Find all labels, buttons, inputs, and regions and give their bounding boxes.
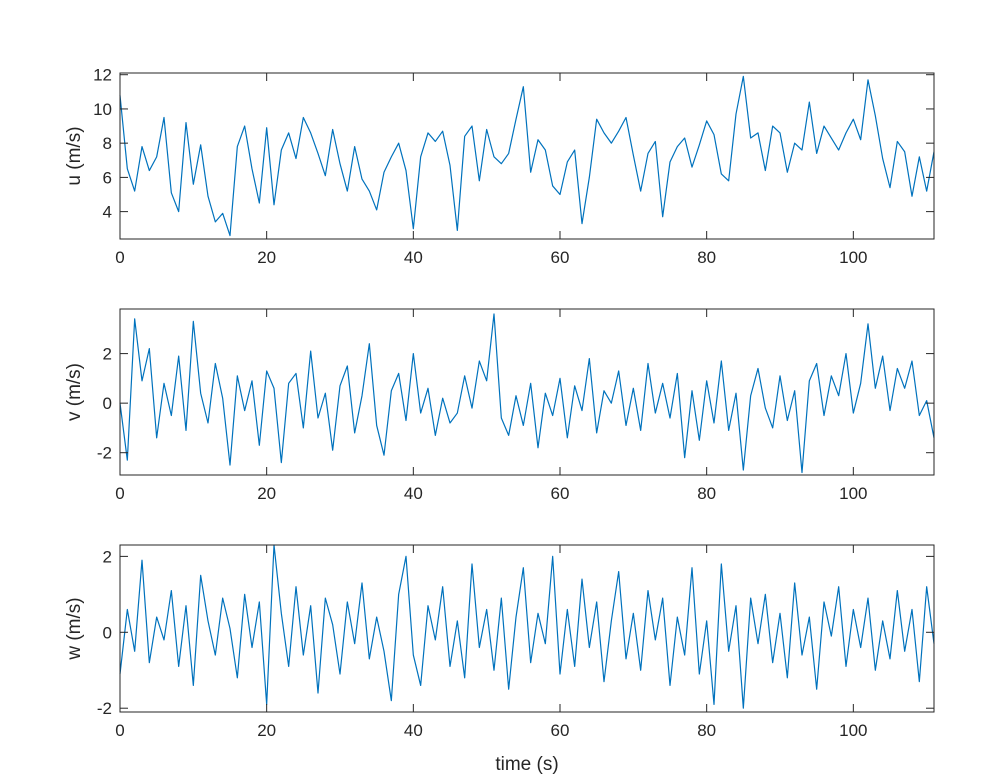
subplot-2: 0 20 40 60 80 100 -2 0 2 v (m/s) (64, 308, 935, 503)
y-tick-label: 8 (103, 134, 112, 153)
x-tick-label: 80 (697, 721, 716, 740)
x-tick-label: 60 (551, 721, 570, 740)
y-tick-label: 0 (103, 623, 112, 642)
plot-frame (119, 544, 935, 713)
x-tick-label: 40 (404, 248, 423, 267)
y-axis-label: u (m/s) (64, 126, 85, 185)
x-tick-label: 0 (115, 248, 124, 267)
x-tick-label: 100 (839, 484, 867, 503)
y-tick-label: 2 (103, 547, 112, 566)
y-tick-label: -2 (97, 444, 112, 463)
x-axis-label: time (s) (495, 754, 558, 775)
y-tick-label: 0 (103, 394, 112, 413)
y-tick-label: 10 (93, 100, 112, 119)
subplot-1: 0 20 40 60 80 100 4 6 8 10 12 u (m/s) (64, 66, 935, 267)
series-line (119, 544, 935, 709)
plot-frame (119, 72, 935, 240)
x-tick-label: 100 (839, 721, 867, 740)
x-tick-label: 80 (697, 484, 716, 503)
x-tick-label: 60 (551, 248, 570, 267)
x-tick-label: 80 (697, 248, 716, 267)
x-tick-label: 20 (257, 721, 276, 740)
x-tick-label: 60 (551, 484, 570, 503)
x-tick-label: 0 (115, 484, 124, 503)
x-tick-label: 20 (257, 484, 276, 503)
x-tick-label: 20 (257, 248, 276, 267)
series-line (119, 75, 935, 237)
y-tick-label: 6 (103, 168, 112, 187)
x-tick-label: 100 (839, 248, 867, 267)
x-tick-label: 40 (404, 721, 423, 740)
y-axis-label: v (m/s) (64, 363, 85, 421)
y-tick-label: 4 (103, 203, 112, 222)
y-tick-label: 2 (103, 345, 112, 364)
series-line (119, 313, 935, 474)
plot-frame (119, 308, 935, 476)
y-tick-label: -2 (97, 699, 112, 718)
y-tick-label: 12 (93, 66, 112, 85)
x-tick-label: 0 (115, 721, 124, 740)
y-axis-label: w (m/s) (64, 597, 85, 660)
x-tick-label: 40 (404, 484, 423, 503)
